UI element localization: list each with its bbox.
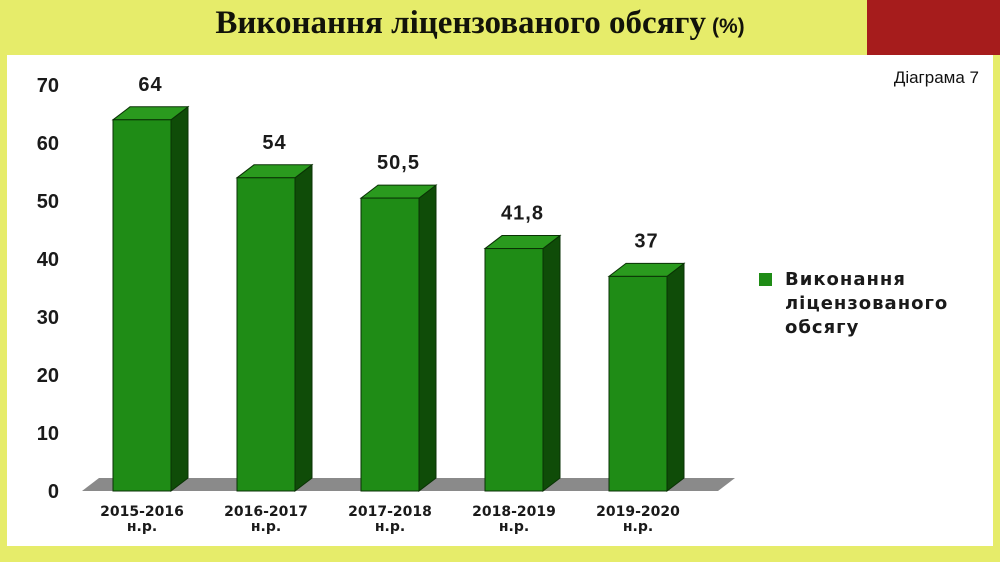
bar xyxy=(608,275,668,492)
x-tick-label: 2018-2019 xyxy=(472,504,556,520)
data-label: 37 xyxy=(634,230,658,252)
y-tick-label: 0 xyxy=(48,481,59,503)
x-tick-label: н.р. xyxy=(127,519,157,535)
y-tick-label: 60 xyxy=(37,133,59,155)
page-title-unit: (%) xyxy=(711,15,745,38)
bar-side xyxy=(666,262,685,493)
x-tick-label: н.р. xyxy=(375,519,405,535)
bar xyxy=(360,197,420,492)
bar-side xyxy=(418,184,437,493)
y-tick-label: 70 xyxy=(37,75,59,97)
data-label: 54 xyxy=(262,132,286,154)
page-title-text: Виконання ліцензованого обсягу xyxy=(215,5,706,41)
y-tick-label: 20 xyxy=(37,365,59,387)
bar xyxy=(236,177,296,492)
chart-panel: Діаграма 7 0 10 20 30 40 50 60 70 64 2015-2016 н.р… xyxy=(7,55,993,546)
x-tick-label: н.р. xyxy=(499,519,529,535)
x-tick-label: 2017-2018 xyxy=(348,504,432,520)
y-tick-label: 30 xyxy=(37,307,59,329)
red-accent-block xyxy=(867,0,1000,55)
legend-swatch xyxy=(759,273,772,286)
legend-label: Виконання ліцензованого обсягу xyxy=(785,269,949,338)
y-tick-label: 10 xyxy=(37,423,59,445)
title-bar: Виконання ліцензованого обсягу (%) xyxy=(0,0,1000,55)
x-tick-label: н.р. xyxy=(623,519,653,535)
x-tick-label: 2015-2016 xyxy=(100,504,184,520)
data-label: 64 xyxy=(138,74,162,96)
diagram-number-label: Діаграма 7 xyxy=(893,68,979,87)
bar xyxy=(112,119,172,492)
y-tick-label: 40 xyxy=(37,249,59,271)
page-title: Виконання ліцензованого обсягу (%) xyxy=(0,5,960,42)
data-label: 50,5 xyxy=(377,152,420,174)
bar xyxy=(484,248,544,492)
x-tick-label: 2019-2020 xyxy=(596,504,680,520)
x-tick-label: н.р. xyxy=(251,519,281,535)
bar-side xyxy=(170,105,189,493)
data-label: 41,8 xyxy=(501,203,544,225)
x-tick-label: 2016-2017 xyxy=(224,504,308,520)
bar-side xyxy=(542,234,561,493)
y-tick-label: 50 xyxy=(37,191,59,213)
bar-side xyxy=(294,163,313,493)
